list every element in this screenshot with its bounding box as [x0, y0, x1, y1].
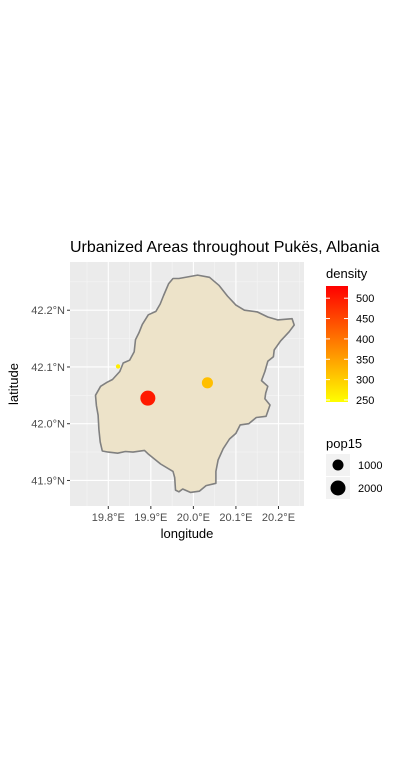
- x-tick-label: 19.8°E: [92, 512, 125, 524]
- x-tick-label: 19.9°E: [134, 512, 167, 524]
- density-colorbar: [326, 286, 348, 402]
- density-legend-label: 350: [356, 354, 374, 366]
- x-axis-title: longitude: [161, 526, 214, 541]
- y-tick-label: 41.9°N: [31, 475, 65, 487]
- x-tick-label: 20.0°E: [177, 512, 210, 524]
- density-legend-label: 500: [356, 293, 374, 305]
- y-axis-title: latitude: [6, 363, 21, 405]
- density-legend-label: 300: [356, 375, 374, 387]
- pop15-legend-title: pop15: [326, 436, 362, 451]
- density-legend-label: 250: [356, 395, 374, 407]
- data-points: [115, 364, 213, 406]
- pop15-legend: pop15 1000 2000: [326, 436, 382, 499]
- y-tick-label: 42.0°N: [31, 419, 65, 431]
- x-axis: 19.8°E 19.9°E 20.0°E 20.1°E 20.2°E: [92, 506, 295, 524]
- density-legend-title: density: [326, 266, 368, 281]
- chart-title: Urbanized Areas throughout Pukës, Albani…: [70, 239, 380, 256]
- density-legend-label: 450: [356, 314, 374, 326]
- urban-area-point: [140, 390, 156, 406]
- region-boundary: [94, 274, 295, 494]
- pop15-key-2000: [330, 480, 346, 496]
- pop15-legend-label-1000: 1000: [358, 460, 382, 472]
- urban-area-point: [115, 364, 121, 369]
- pop15-key-1000: [332, 459, 344, 471]
- y-tick-label: 42.1°N: [31, 362, 65, 374]
- y-axis: 41.9°N 42.0°N 42.1°N 42.2°N: [31, 305, 70, 487]
- urban-area-point: [201, 377, 213, 389]
- x-tick-label: 20.2°E: [262, 512, 295, 524]
- density-legend-label: 400: [356, 334, 374, 346]
- y-tick-label: 42.2°N: [31, 305, 65, 317]
- pop15-legend-label-2000: 2000: [358, 483, 382, 495]
- density-legend: density 500 450 400 350 300 250: [326, 266, 374, 407]
- x-tick-label: 20.1°E: [219, 512, 252, 524]
